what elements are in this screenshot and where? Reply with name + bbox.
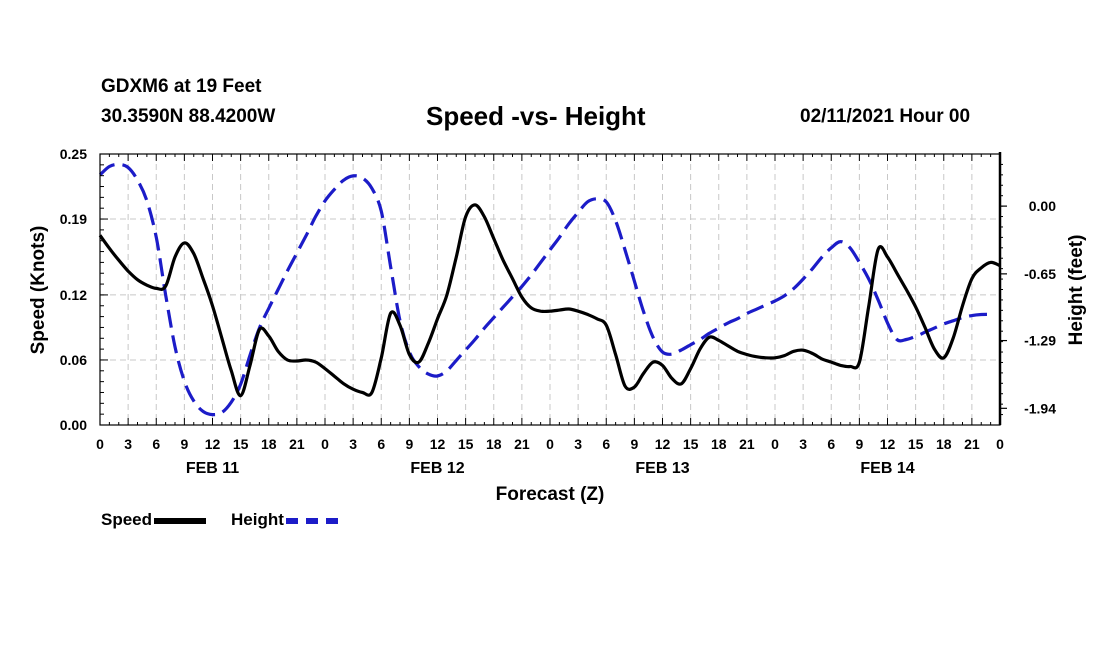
station-label: GDXM6 at 19 Feet — [101, 76, 262, 97]
date-label: FEB 14 — [860, 460, 914, 477]
y-axis-title-left: Speed (Knots) — [28, 226, 49, 355]
y-tick-label: 0.19 — [60, 211, 87, 227]
x-tick-label: 3 — [574, 436, 582, 452]
y-tick-label: 0.25 — [60, 146, 87, 162]
y-tick-label: 0.06 — [60, 352, 87, 368]
legend-item-speed: Speed — [101, 510, 207, 530]
series-line-height — [98, 162, 993, 417]
x-tick-label: 9 — [855, 436, 863, 452]
x-tick-label: 21 — [964, 436, 980, 452]
legend-swatch-height — [285, 517, 338, 524]
x-tick-label: 3 — [349, 436, 357, 452]
x-tick-label: 9 — [405, 436, 413, 452]
x-tick-label: 18 — [711, 436, 727, 452]
y2-tick-label: -1.94 — [1024, 400, 1056, 416]
x-tick-label: 15 — [683, 436, 699, 452]
x-tick-label: 15 — [908, 436, 924, 452]
y-tick-label: 0.12 — [60, 287, 87, 303]
legend-label-speed: Speed — [101, 510, 153, 529]
x-tick-label: 0 — [546, 436, 554, 452]
x-tick-label: 3 — [799, 436, 807, 452]
y2-tick-label: -0.65 — [1024, 266, 1056, 282]
legend-swatch-speed — [154, 517, 207, 524]
x-tick-label: 9 — [180, 436, 188, 452]
x-tick-label: 9 — [630, 436, 638, 452]
x-tick-label: 12 — [655, 436, 671, 452]
x-tick-label: 6 — [602, 436, 610, 452]
x-axis-title: Forecast (Z) — [496, 484, 605, 505]
legend-label-height: Height — [231, 510, 284, 529]
x-tick-label: 0 — [321, 436, 329, 452]
x-tick-label: 12 — [430, 436, 446, 452]
x-tick-label: 18 — [936, 436, 952, 452]
series-line-speed — [98, 203, 1001, 398]
x-tick-label: 0 — [996, 436, 1004, 452]
x-tick-label: 15 — [458, 436, 474, 452]
forecast-date-label: 02/11/2021 Hour 00 — [800, 106, 971, 127]
x-tick-label: 3 — [124, 436, 132, 452]
x-tick-label: 0 — [96, 436, 104, 452]
x-tick-label: 12 — [880, 436, 896, 452]
date-label: FEB 13 — [635, 460, 689, 477]
x-tick-label: 0 — [771, 436, 779, 452]
axis-labels: 0 3 6 9 12 15 18 21 0 3 6 9 12 15 18 21 0 3 6 9 12 15 18 21 0 3 6 9… — [60, 146, 1056, 477]
x-tick-label: 18 — [486, 436, 502, 452]
coordinates-label: 30.3590N 88.4200W — [101, 106, 276, 127]
x-tick-label: 12 — [205, 436, 221, 452]
y2-tick-label: 0.00 — [1029, 198, 1056, 214]
x-tick-label: 21 — [739, 436, 755, 452]
grid-lines — [100, 154, 1000, 425]
date-label: FEB 11 — [186, 460, 239, 477]
x-tick-label: 6 — [377, 436, 385, 452]
y-tick-label: 0.00 — [60, 417, 87, 433]
x-tick-label: 15 — [233, 436, 249, 452]
legend-item-height: Height — [231, 510, 338, 530]
chart-title: Speed -vs- Height — [426, 101, 646, 131]
x-tick-label: 18 — [261, 436, 277, 452]
series-layer — [98, 162, 1001, 417]
x-tick-label: 6 — [827, 436, 835, 452]
x-tick-label: 21 — [289, 436, 305, 452]
y2-tick-label: -1.29 — [1024, 333, 1056, 349]
x-tick-label: 6 — [152, 436, 160, 452]
x-tick-label: 21 — [514, 436, 530, 452]
y-axis-title-right: Height (feet) — [1066, 235, 1087, 346]
date-label: FEB 12 — [410, 460, 464, 477]
axis-ticks — [99, 153, 1007, 426]
